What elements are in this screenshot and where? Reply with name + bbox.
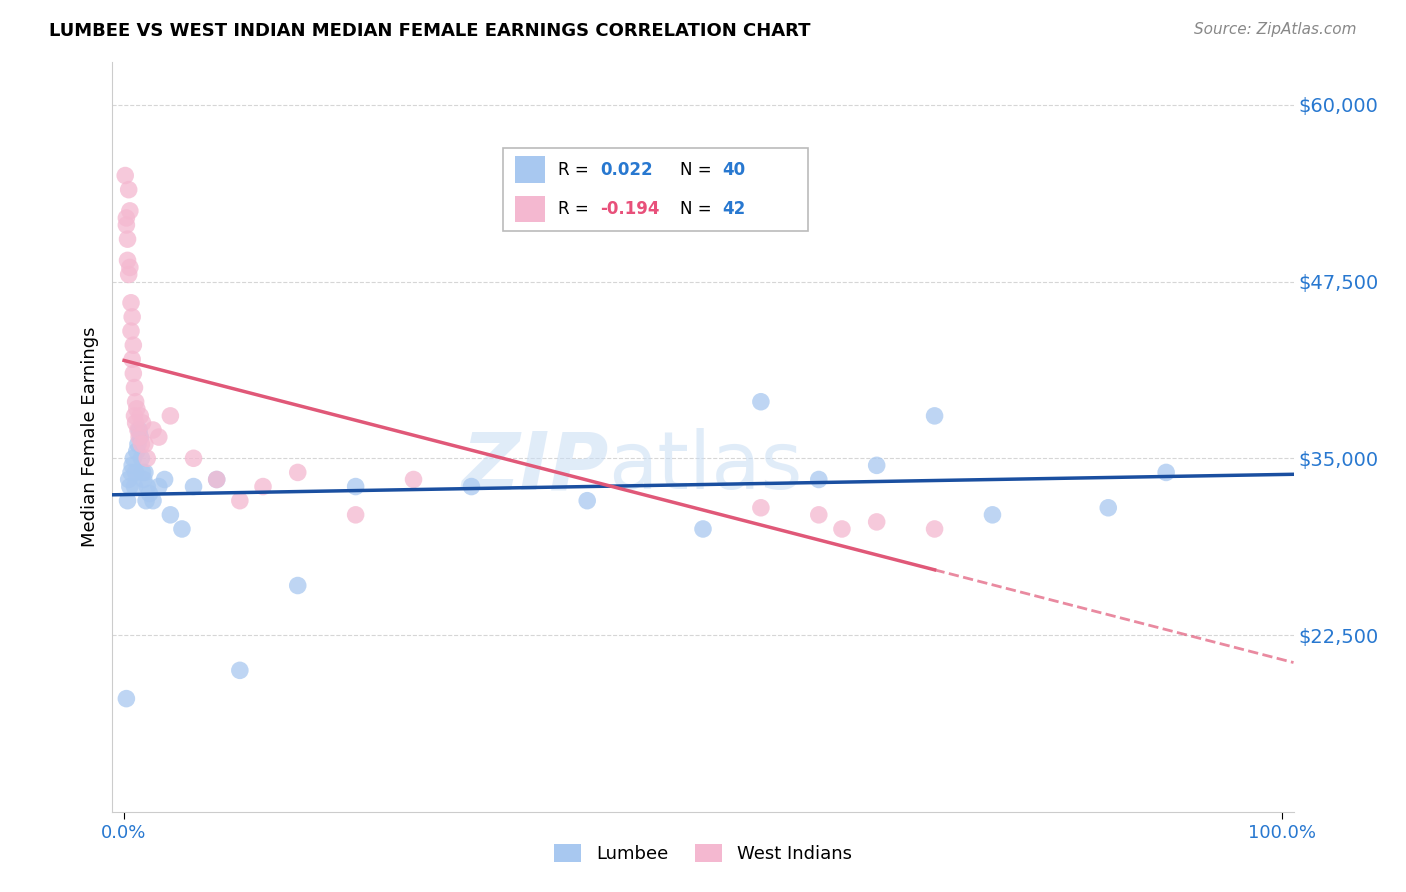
Point <box>807 508 830 522</box>
Point <box>749 394 772 409</box>
Point <box>118 268 141 282</box>
Point <box>831 522 853 536</box>
Point <box>124 394 146 409</box>
Point <box>122 451 145 466</box>
Text: N =: N = <box>679 200 711 219</box>
Text: 42: 42 <box>723 200 745 219</box>
FancyBboxPatch shape <box>503 148 808 231</box>
Point <box>129 409 152 423</box>
Point <box>124 479 146 493</box>
Point <box>148 479 170 493</box>
Point <box>125 401 148 416</box>
Text: 40: 40 <box>723 161 745 178</box>
Point <box>229 664 252 678</box>
Point <box>120 466 142 480</box>
Text: -0.194: -0.194 <box>600 200 659 219</box>
Point <box>135 493 157 508</box>
Point <box>115 691 138 706</box>
Text: R =: R = <box>558 161 588 178</box>
Point <box>576 493 599 508</box>
Text: atlas: atlas <box>609 428 803 506</box>
Point <box>460 479 482 493</box>
Text: LUMBEE VS WEST INDIAN MEDIAN FEMALE EARNINGS CORRELATION CHART: LUMBEE VS WEST INDIAN MEDIAN FEMALE EARN… <box>49 22 811 40</box>
Point <box>287 466 309 480</box>
Point <box>142 493 165 508</box>
Point <box>120 295 142 310</box>
Point <box>131 466 153 480</box>
Point <box>136 479 159 493</box>
FancyBboxPatch shape <box>515 196 546 222</box>
Point <box>131 437 153 451</box>
Point <box>127 437 149 451</box>
Point <box>117 253 139 268</box>
Point <box>115 211 138 225</box>
Text: N =: N = <box>679 161 711 178</box>
Point <box>866 515 889 529</box>
Point <box>170 522 193 536</box>
Text: ZIP: ZIP <box>461 428 609 506</box>
Point <box>114 169 136 183</box>
Point <box>183 479 205 493</box>
Point <box>183 451 205 466</box>
Point <box>344 508 367 522</box>
Point <box>924 522 946 536</box>
Point <box>122 367 145 381</box>
Point <box>124 381 146 395</box>
Point <box>128 430 150 444</box>
Point <box>124 416 146 430</box>
Point <box>127 423 149 437</box>
Point <box>121 310 143 324</box>
Point <box>692 522 714 536</box>
Point <box>344 479 367 493</box>
Y-axis label: Median Female Earnings: Median Female Earnings <box>80 326 98 548</box>
Point <box>749 500 772 515</box>
Point <box>117 493 139 508</box>
Point <box>205 473 228 487</box>
Point <box>866 458 889 473</box>
Point <box>402 473 425 487</box>
Point <box>981 508 1004 522</box>
Point <box>252 479 274 493</box>
Point <box>287 578 309 592</box>
Point <box>118 479 141 493</box>
Point <box>134 466 156 480</box>
Point <box>129 430 152 444</box>
Text: Source: ZipAtlas.com: Source: ZipAtlas.com <box>1194 22 1357 37</box>
Point <box>807 473 830 487</box>
Point <box>205 473 228 487</box>
Point <box>924 409 946 423</box>
Text: 0.022: 0.022 <box>600 161 652 178</box>
Point <box>131 416 153 430</box>
Point <box>120 324 142 338</box>
Point <box>229 493 252 508</box>
Point <box>153 473 176 487</box>
Point <box>124 409 146 423</box>
Point <box>131 451 153 466</box>
Point <box>122 338 145 352</box>
Point <box>148 430 170 444</box>
Point <box>159 508 181 522</box>
Point <box>138 486 160 500</box>
Point <box>121 352 143 367</box>
Point <box>125 444 148 458</box>
Point <box>117 232 139 246</box>
Point <box>115 218 138 232</box>
Point <box>132 473 155 487</box>
Point <box>121 458 143 473</box>
Point <box>118 260 141 275</box>
Point <box>1097 500 1119 515</box>
FancyBboxPatch shape <box>515 156 546 183</box>
Point <box>1154 466 1177 480</box>
Point <box>124 466 146 480</box>
Point <box>118 203 141 218</box>
Point <box>142 423 165 437</box>
Point <box>134 437 156 451</box>
Point <box>159 409 181 423</box>
Point <box>118 183 141 197</box>
Point <box>118 473 141 487</box>
Text: R =: R = <box>558 200 588 219</box>
Point <box>128 423 150 437</box>
Point <box>136 451 159 466</box>
Legend: Lumbee, West Indians: Lumbee, West Indians <box>547 837 859 870</box>
